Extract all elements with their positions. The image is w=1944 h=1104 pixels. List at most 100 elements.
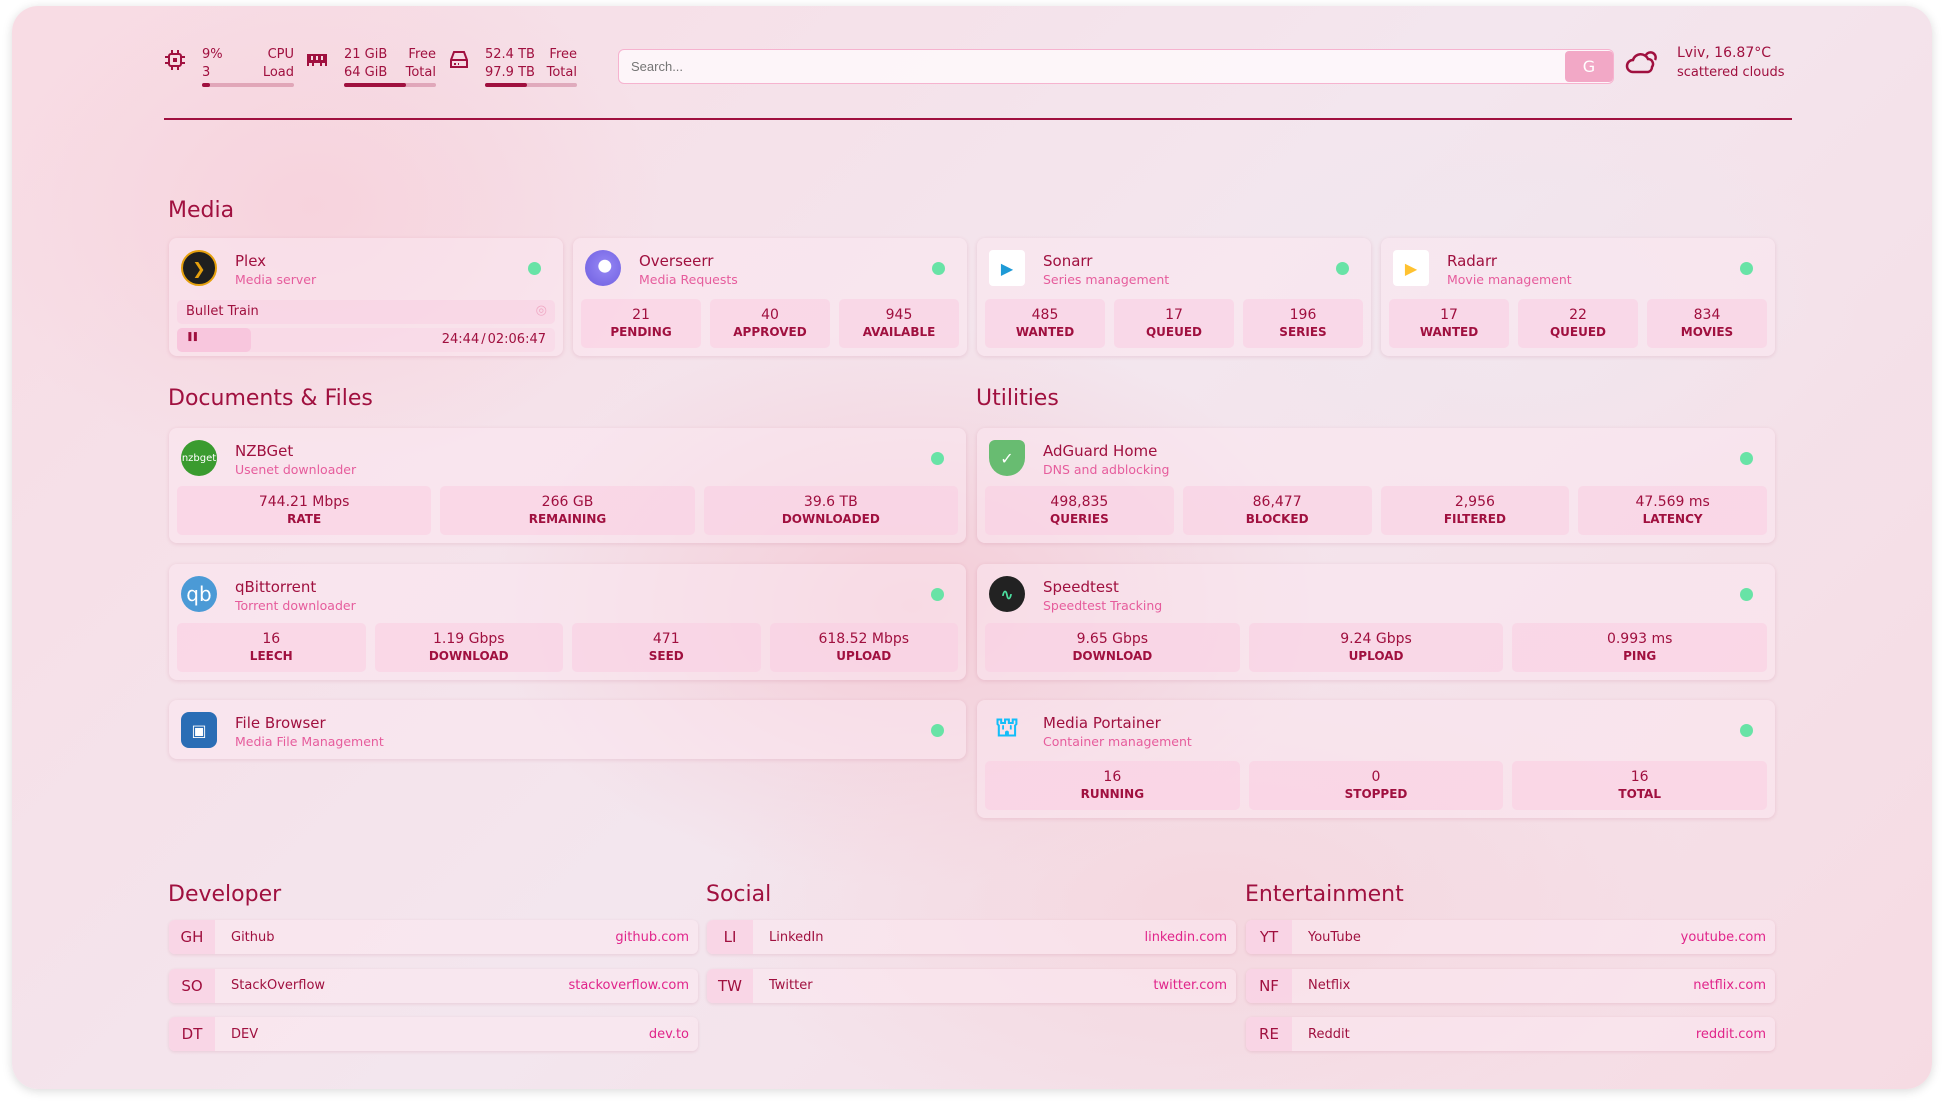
service-card-nzbget[interactable]: nzbget NZBGet Usenet downloader 744.21 Mbps… [169, 428, 966, 543]
bookmark-url[interactable]: github.com [615, 929, 689, 945]
cloud-sun-icon [1625, 51, 1657, 74]
stat-value: 16 [262, 631, 281, 647]
bookmark-name[interactable]: Github [231, 929, 275, 945]
service-card-plex[interactable]: ❯ Plex Media server Bullet Train ◎ ❚❚ 24:44/02… [169, 238, 563, 356]
stat-label: WANTED [1419, 325, 1479, 339]
adguard-icon: ✓ [989, 440, 1025, 476]
service-stats: 17 WANTED 22 QUEUED 834 MOVIES [1389, 299, 1767, 348]
bookmark-name[interactable]: DEV [231, 1026, 259, 1042]
playback-progress [177, 328, 252, 352]
free-label: Free [408, 47, 436, 62]
memory-bar [344, 83, 436, 87]
cast-icon[interactable]: ◎ [535, 303, 547, 318]
stat-value: 485 [1031, 307, 1059, 323]
bookmark-name[interactable]: StackOverflow [231, 978, 326, 993]
service-name[interactable]: Speedtest [1043, 578, 1119, 596]
bookmark-name[interactable]: YouTube [1308, 929, 1361, 945]
now-playing-title: Bullet Train [186, 304, 259, 319]
service-name[interactable]: Sonarr [1043, 252, 1093, 270]
cpu-bar [202, 83, 294, 87]
stat-block: 485 WANTED [985, 299, 1105, 348]
pause-button[interactable]: ❚❚ [186, 332, 199, 342]
bookmark-url[interactable]: stackoverflow.com [568, 978, 689, 993]
service-card-qbittorrent[interactable]: qb qBittorrent Torrent downloader 16 LEECH 1.… [169, 564, 966, 680]
total-label: Total [405, 65, 436, 80]
bookmark-url[interactable]: youtube.com [1680, 929, 1766, 945]
bookmark-stackoverflow[interactable]: SO StackOverflow stackoverflow.com [169, 968, 698, 1003]
service-stats: 21 PENDING 40 APPROVED 945 AVAILABLE [581, 299, 959, 348]
stat-label: RUNNING [1080, 787, 1145, 801]
stat-block: 498,835 QUERIES [985, 486, 1174, 535]
service-card-sonarr[interactable]: ▶ Sonarr Series management 485 WANTED 17 QUEUE… [977, 238, 1371, 356]
service-name[interactable]: Radarr [1447, 252, 1498, 270]
service-card-media-portainer[interactable]: ⛫ Media Portainer Container management 16 RU… [977, 700, 1775, 818]
bookmark-netflix[interactable]: NF Netflix netflix.com [1246, 968, 1775, 1003]
filebrowser-icon: ▣ [181, 712, 217, 748]
bookmark-name[interactable]: Twitter [769, 978, 813, 993]
stat-block: 16 RUNNING [985, 761, 1240, 810]
stat-value: 9.24 Gbps [1340, 631, 1412, 647]
service-card-overseerr[interactable]: Overseerr Media Requests 21 PENDING 40 APPROV… [573, 238, 967, 356]
speedtest-icon: ∿ [989, 576, 1025, 612]
service-stats: 744.21 Mbps RATE 266 GB REMAINING 39.6 TB DOW… [177, 486, 958, 535]
sonarr-icon: ▶ [989, 250, 1025, 286]
time-separator: / [481, 332, 486, 347]
bookmark-dev[interactable]: DT DEV dev.to [169, 1017, 698, 1051]
stat-block: 39.6 TB DOWNLOADED [703, 486, 958, 535]
stat-block: 744.21 Mbps RATE [177, 486, 432, 535]
cpu-usage: 9% [202, 47, 223, 62]
stat-block: 47.569 ms LATENCY [1578, 486, 1767, 535]
status-indicator [1336, 262, 1349, 275]
cpu-stat: 9% CPU 3 Load [202, 46, 294, 82]
stat-label: DOWNLOAD [428, 649, 509, 663]
bookmark-url[interactable]: twitter.com [1153, 978, 1227, 993]
load-label: Load [262, 65, 294, 80]
stat-value: 744.21 Mbps [258, 494, 350, 510]
bookmark-reddit[interactable]: RE Reddit reddit.com [1246, 1017, 1775, 1051]
stat-value: 618.52 Mbps [818, 631, 910, 647]
stat-value: 39.6 TB [803, 494, 858, 510]
total-label: Total [546, 65, 577, 80]
bookmark-name[interactable]: Reddit [1308, 1026, 1350, 1042]
stat-value: 47.569 ms [1635, 494, 1710, 510]
service-name[interactable]: Overseerr [639, 252, 714, 270]
bookmark-github[interactable]: GH Github github.com [169, 920, 698, 954]
service-card-adguard-home[interactable]: ✓ AdGuard Home DNS and adblocking 498,835 QU… [977, 428, 1775, 543]
bookmark-group-title: Entertainment [1245, 882, 1404, 907]
bookmark-youtube[interactable]: YT YouTube youtube.com [1246, 920, 1775, 954]
service-description: Media File Management [235, 734, 384, 749]
service-card-speedtest[interactable]: ∿ Speedtest Speedtest Tracking 9.65 Gbps DOW… [977, 564, 1775, 680]
service-card-radarr[interactable]: ▶ Radarr Movie management 17 WANTED 22 QUEUED 8… [1381, 238, 1775, 356]
service-description: Movie management [1447, 272, 1572, 287]
bookmark-url[interactable]: netflix.com [1693, 978, 1766, 993]
status-indicator [931, 452, 944, 465]
bookmark-linkedin[interactable]: LI LinkedIn linkedin.com [707, 920, 1236, 954]
bookmark-name[interactable]: Netflix [1308, 978, 1351, 993]
service-card-file-browser[interactable]: ▣ File Browser Media File Management [169, 700, 966, 759]
search-provider-button[interactable]: G [1565, 51, 1613, 82]
free-label: Free [549, 47, 577, 62]
stat-label: TOTAL [1618, 787, 1661, 801]
playback-time: 24:44/02:06:47 [442, 332, 546, 347]
service-stats: 498,835 QUERIES 86,477 BLOCKED 2,956 FILTERED… [985, 486, 1767, 535]
bookmark-name[interactable]: LinkedIn [769, 929, 824, 945]
stat-value: 40 [761, 307, 779, 323]
weather-widget: Lviv, 16.87°C scattered clouds [1677, 43, 1785, 83]
service-name[interactable]: Plex [235, 252, 267, 270]
bookmark-url[interactable]: dev.to [648, 1026, 689, 1042]
status-indicator [1740, 452, 1753, 465]
service-name[interactable]: File Browser [235, 714, 326, 732]
service-name[interactable]: NZBGet [235, 442, 294, 460]
bookmark-url[interactable]: linkedin.com [1144, 929, 1227, 945]
memory-icon [307, 54, 327, 66]
stat-label: AVAILABLE [862, 325, 936, 339]
service-name[interactable]: AdGuard Home [1043, 442, 1158, 460]
service-name[interactable]: Media Portainer [1043, 714, 1161, 732]
stat-block: 0.993 ms PING [1512, 623, 1768, 672]
search-input[interactable] [618, 49, 1614, 84]
service-name[interactable]: qBittorrent [235, 578, 317, 596]
bookmark-url[interactable]: reddit.com [1695, 1026, 1766, 1042]
stat-label: DOWNLOAD [1072, 649, 1153, 663]
bookmark-twitter[interactable]: TW Twitter twitter.com [707, 968, 1236, 1003]
service-description: Media Requests [639, 272, 738, 287]
